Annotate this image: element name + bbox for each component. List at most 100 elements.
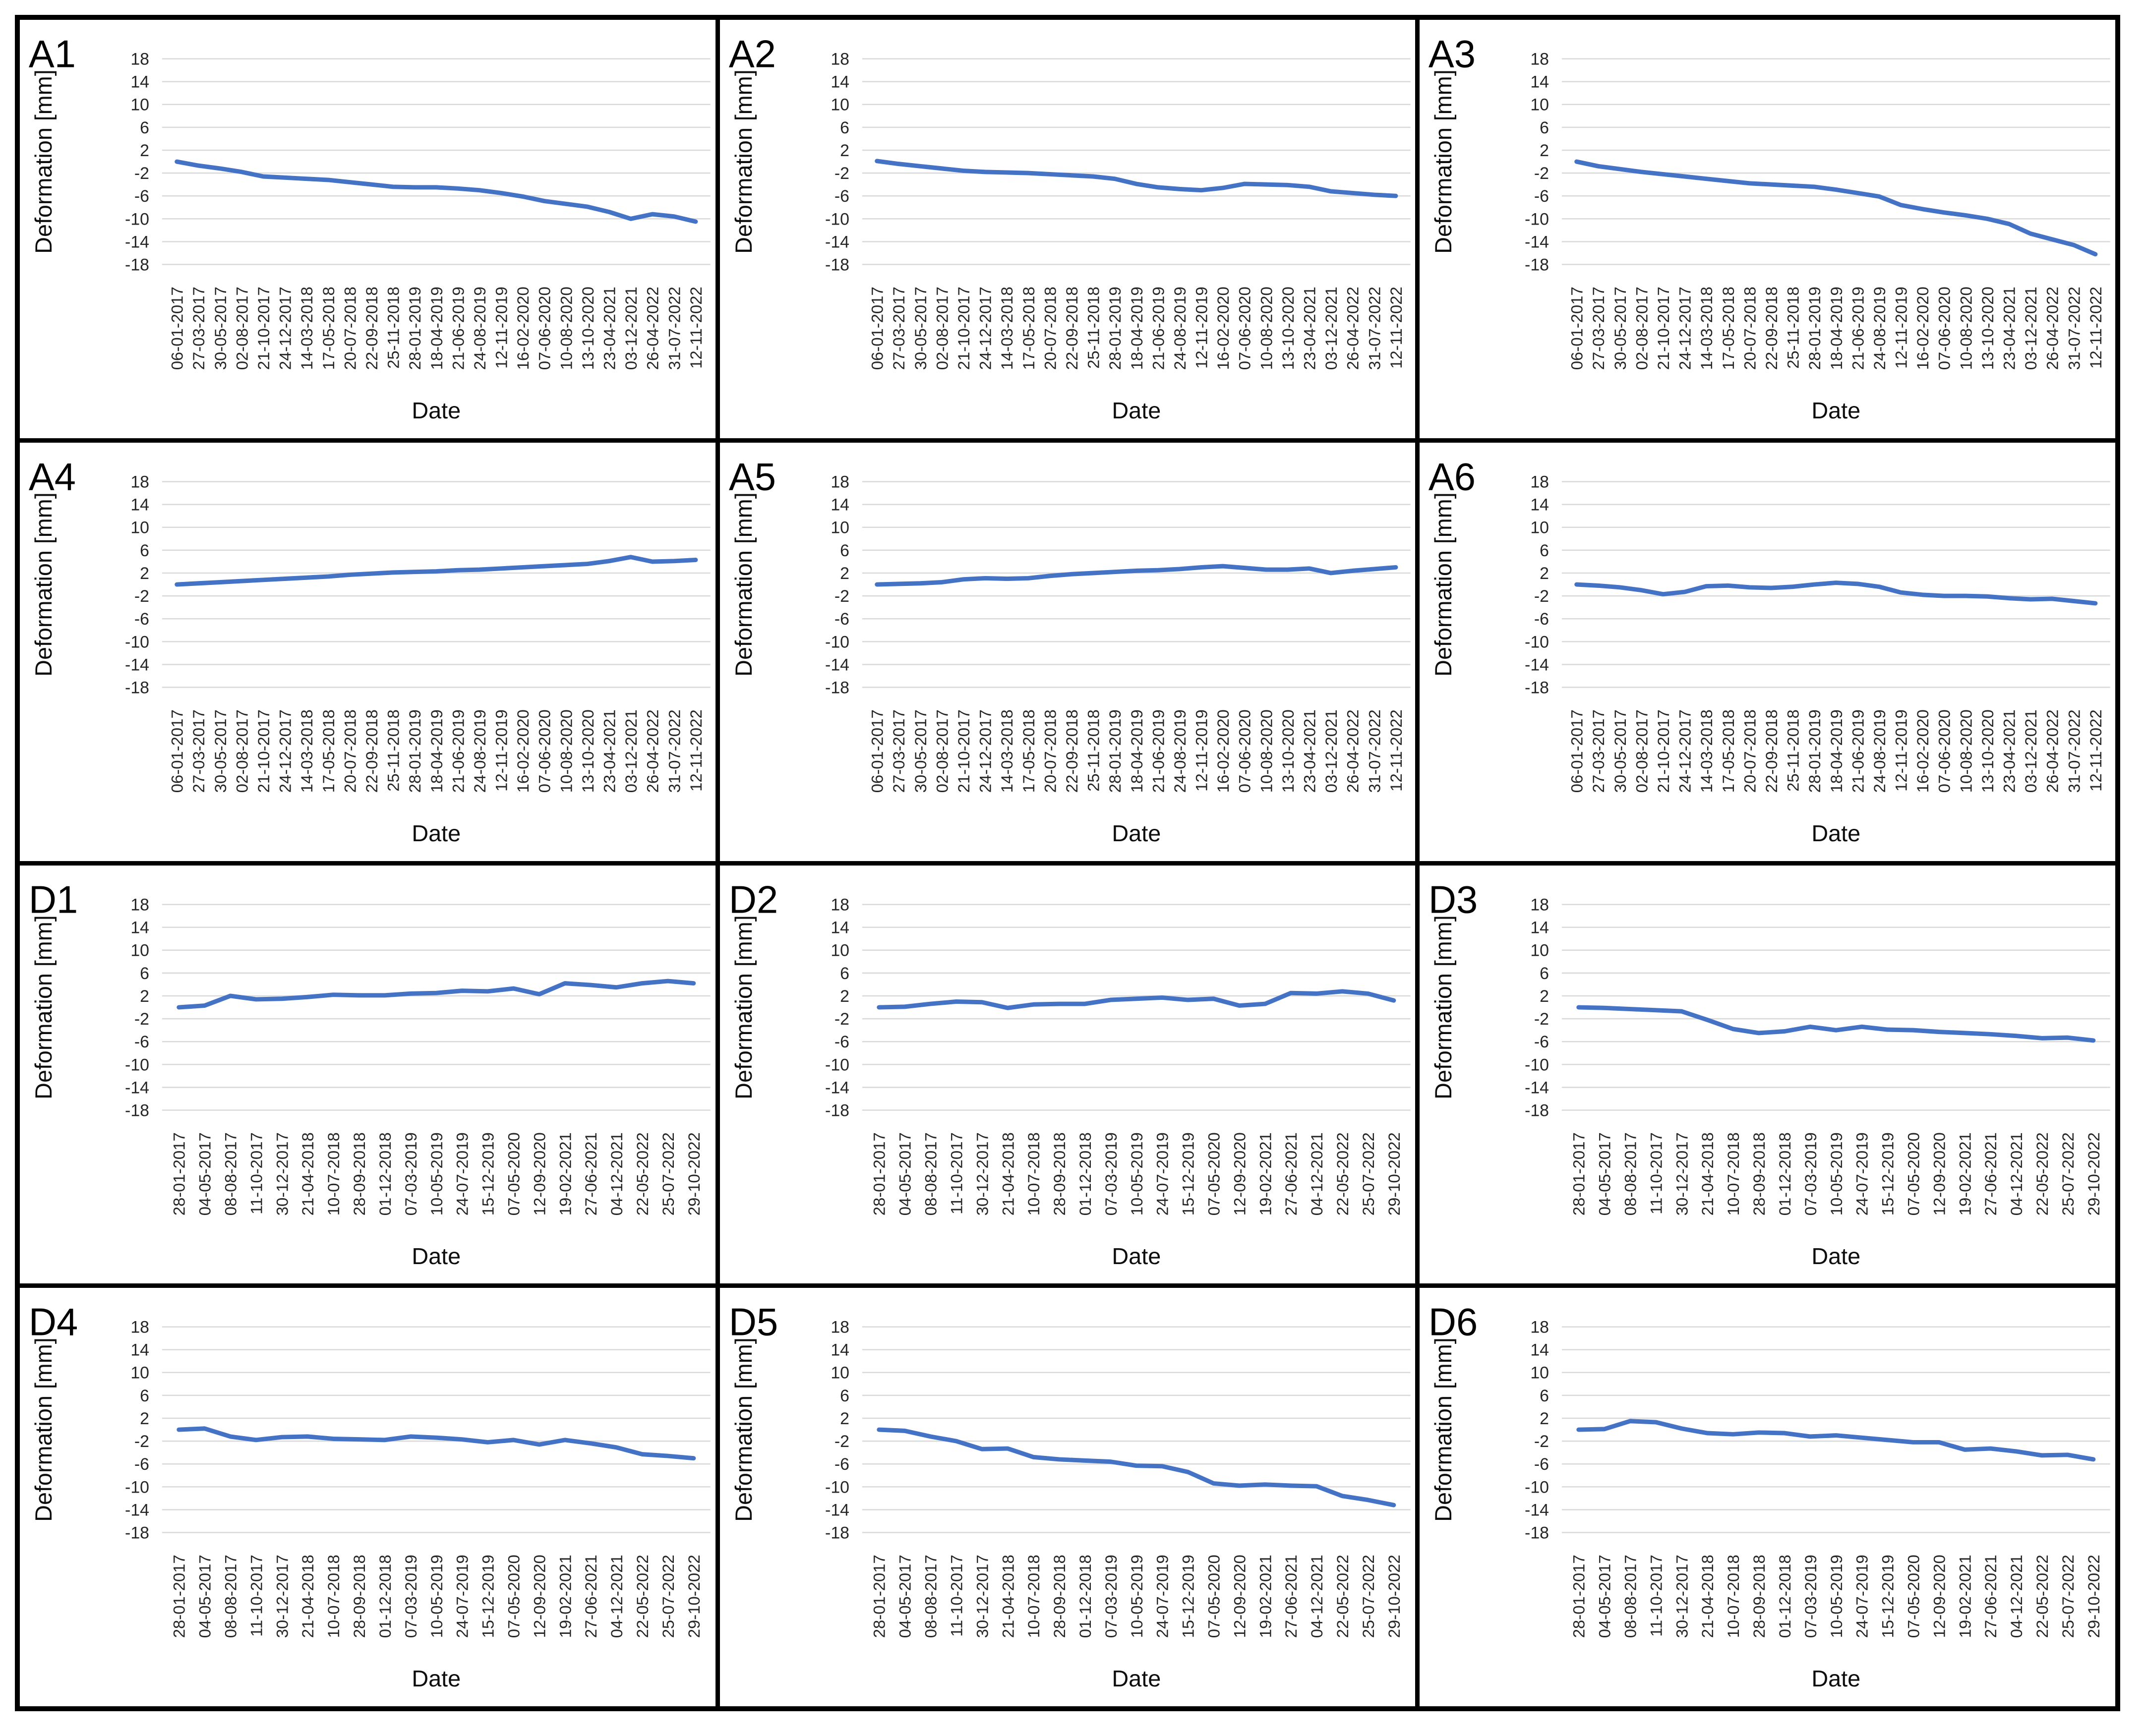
y-tick-label: 2 — [840, 1409, 849, 1428]
x-tick-label: 03-12-2021 — [1322, 709, 1340, 793]
y-tick-label: 14 — [831, 73, 849, 92]
y-axis-tick-labels: 18 14 10 6 2 -2 -6 -10 -14 -18 — [825, 1318, 849, 1543]
y-tick-label: -2 — [1534, 587, 1549, 606]
x-axis-tick-labels: 28-01-2017 04-05-2017 08-08-2017 11-10-2017… — [170, 1555, 703, 1638]
x-tick-label: 16-02-2020 — [1913, 287, 1932, 370]
x-tick-label: 27-06-2021 — [1282, 1132, 1300, 1215]
x-tick-label: 27-03-2017 — [890, 287, 908, 370]
x-tick-label: 10-05-2019 — [427, 1132, 446, 1215]
x-tick-label: 22-05-2022 — [2033, 1555, 2051, 1638]
y-tick-label: 10 — [831, 518, 849, 537]
y-tick-label: -2 — [1534, 164, 1549, 183]
x-tick-label: 30-05-2017 — [911, 287, 929, 370]
y-tick-label: 14 — [831, 918, 849, 937]
x-tick-label: 26-04-2022 — [644, 709, 662, 793]
x-tick-label: 18-04-2019 — [1127, 709, 1145, 793]
x-tick-label: 19-02-2021 — [1256, 1555, 1274, 1638]
x-tick-label: 28-09-2018 — [1750, 1555, 1768, 1638]
x-tick-label: 07-03-2019 — [402, 1555, 420, 1638]
y-tick-label: 6 — [140, 1387, 149, 1405]
x-tick-label: 10-07-2018 — [324, 1555, 343, 1638]
panel-label: A2 — [729, 33, 776, 76]
y-tick-label: 2 — [1540, 564, 1549, 583]
y-tick-label: 18 — [1531, 895, 1549, 914]
x-tick-label: 06-01-2017 — [1568, 709, 1586, 793]
y-tick-label: 10 — [130, 96, 149, 115]
y-tick-label: 10 — [1531, 518, 1549, 537]
x-tick-label: 24-08-2019 — [1870, 287, 1889, 370]
y-tick-label: -14 — [825, 1501, 849, 1520]
x-tick-label: 12-11-2022 — [1387, 709, 1405, 791]
y-axis-tick-labels: 18 14 10 6 2 -2 -6 -10 -14 -18 — [1525, 1318, 1549, 1543]
x-tick-label: 14-03-2018 — [1697, 709, 1716, 793]
gridlines — [162, 903, 711, 1111]
deformation-chart-D5: 18 14 10 6 2 -2 -6 -10 -14 -18 28-01-2017 04-05-20… — [729, 1301, 1411, 1691]
x-tick-label: 15-12-2019 — [1179, 1132, 1197, 1215]
x-tick-label: 17-05-2018 — [1719, 709, 1737, 793]
x-tick-label: 21-06-2019 — [1849, 709, 1867, 793]
x-tick-label: 13-10-2020 — [579, 287, 597, 370]
x-tick-label: 14-03-2018 — [298, 709, 316, 793]
x-tick-label: 29-10-2022 — [1384, 1132, 1403, 1215]
x-axis-title: Date — [1112, 1243, 1161, 1269]
y-tick-label: -6 — [834, 187, 849, 206]
x-tick-label: 24-12-2017 — [276, 287, 295, 370]
x-tick-label: 10-07-2018 — [1724, 1132, 1742, 1215]
y-tick-label: -2 — [134, 1010, 149, 1029]
x-tick-label: 11-10-2017 — [947, 1132, 965, 1214]
y-tick-label: -14 — [825, 232, 849, 251]
x-tick-label: 28-09-2018 — [1050, 1132, 1069, 1215]
gridlines — [1562, 1326, 2111, 1534]
x-tick-label: 10-05-2019 — [1827, 1555, 1846, 1638]
panel-D5: 18 14 10 6 2 -2 -6 -10 -14 -18 28-01-2017 04-05-20… — [719, 1288, 1416, 1706]
x-tick-label: 21-04-2018 — [999, 1555, 1017, 1638]
x-tick-label: 14-03-2018 — [1697, 287, 1716, 370]
x-axis-title: Date — [1812, 820, 1861, 846]
x-tick-label: 03-12-2021 — [2022, 709, 2040, 793]
x-tick-label: 01-12-2018 — [1076, 1132, 1094, 1215]
x-tick-label: 04-05-2017 — [196, 1132, 214, 1215]
x-tick-label: 04-05-2017 — [895, 1132, 914, 1215]
x-tick-label: 25-07-2022 — [1359, 1132, 1377, 1215]
y-tick-label: 10 — [130, 518, 149, 537]
x-tick-label: 12-09-2020 — [530, 1132, 548, 1215]
x-tick-label: 18-04-2019 — [427, 709, 446, 793]
x-tick-label: 30-12-2017 — [1673, 1132, 1691, 1215]
x-tick-label: 02-08-2017 — [933, 287, 951, 370]
x-tick-label: 19-02-2021 — [556, 1555, 574, 1638]
y-axis-tick-labels: 18 14 10 6 2 -2 -6 -10 -14 -18 — [1525, 472, 1549, 697]
y-tick-label: -18 — [125, 1101, 149, 1120]
y-tick-label: 18 — [831, 1318, 849, 1337]
x-tick-label: 13-10-2020 — [1279, 287, 1297, 370]
x-tick-label: 10-08-2020 — [1957, 709, 1975, 793]
y-tick-label: 18 — [831, 50, 849, 69]
y-tick-label: -10 — [1525, 210, 1549, 229]
x-tick-label: 04-12-2021 — [1308, 1555, 1326, 1638]
gridlines — [862, 903, 1411, 1111]
y-tick-label: 18 — [130, 472, 149, 491]
x-tick-label: 28-09-2018 — [350, 1555, 368, 1638]
y-tick-label: -2 — [134, 587, 149, 606]
y-tick-label: 6 — [140, 118, 149, 137]
x-tick-label: 03-12-2021 — [622, 709, 640, 793]
x-tick-label: 10-08-2020 — [557, 287, 575, 370]
x-tick-label: 21-06-2019 — [1149, 287, 1167, 370]
x-tick-label: 04-12-2021 — [607, 1555, 626, 1638]
x-tick-label: 07-06-2020 — [536, 287, 554, 370]
y-tick-label: -14 — [125, 1078, 149, 1097]
panel-A1: 18 14 10 6 2 -2 -6 -10 -14 -18 06-01-2017 27-03-20… — [20, 20, 715, 438]
panel-D2: 18 14 10 6 2 -2 -6 -10 -14 -18 28-01-2017 04-05-20… — [719, 865, 1416, 1284]
y-tick-label: 18 — [1531, 472, 1549, 491]
x-tick-label: 13-10-2020 — [1978, 709, 1997, 793]
x-tick-label: 23-04-2021 — [600, 287, 619, 370]
y-tick-label: 6 — [840, 964, 849, 983]
y-tick-label: -18 — [1525, 255, 1549, 274]
y-tick-label: -2 — [1534, 1432, 1549, 1451]
y-tick-label: -14 — [125, 1501, 149, 1520]
x-tick-label: 29-10-2022 — [685, 1132, 703, 1215]
y-tick-label: -10 — [1525, 1055, 1549, 1074]
x-tick-label: 07-06-2020 — [536, 709, 554, 793]
y-tick-label: -6 — [1534, 610, 1549, 629]
x-tick-label: 27-03-2017 — [189, 709, 208, 793]
x-tick-label: 27-03-2017 — [1589, 287, 1608, 370]
